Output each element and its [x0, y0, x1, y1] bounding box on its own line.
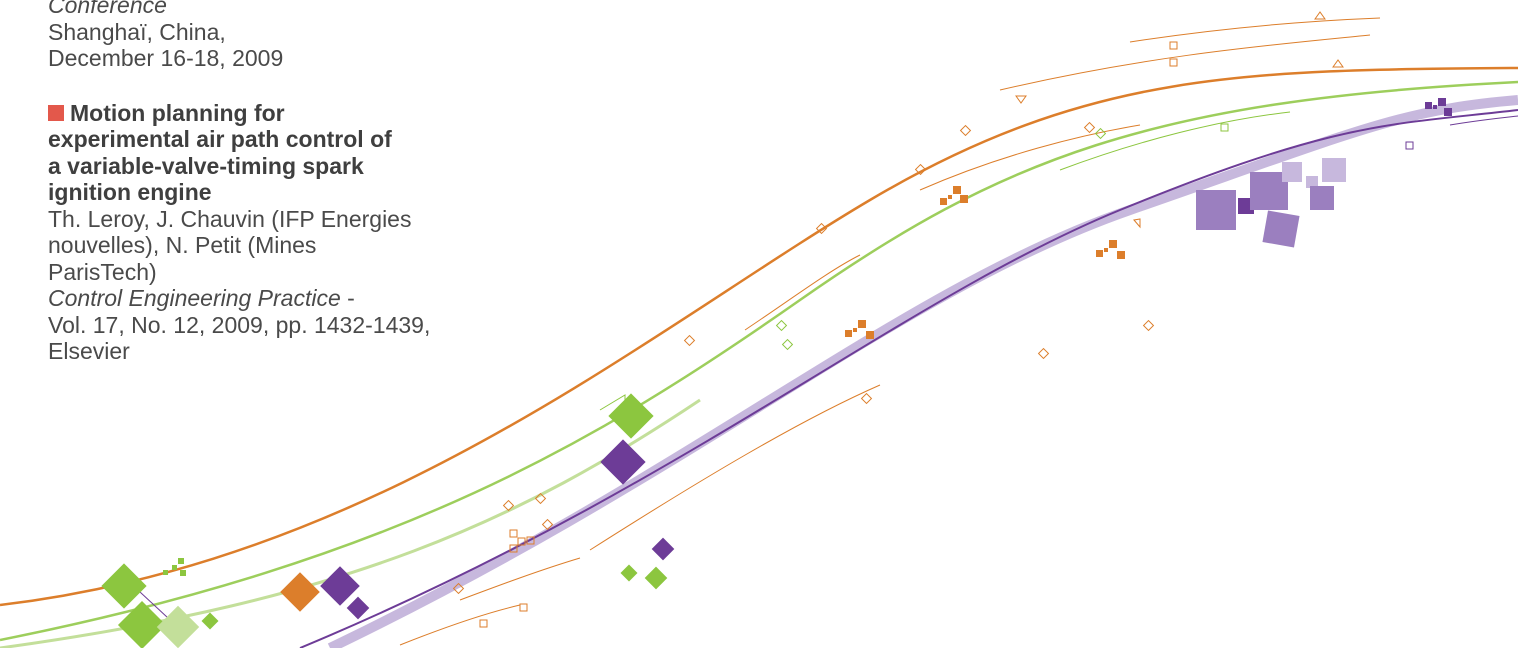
light-green-diamond: [156, 605, 200, 648]
article-title-line-3: a variable-valve-timing spark: [48, 152, 364, 179]
purple-diamond-2: [346, 596, 370, 620]
green-diamond-4: [620, 564, 638, 582]
green-diamond-2: [117, 600, 167, 648]
orange-accent-line-4: [744, 254, 861, 331]
small-outline-markers: [452, 11, 1414, 628]
orange-diamond: [280, 572, 320, 612]
purple-pixel-cluster: [1425, 98, 1452, 116]
orange-accent-line-6: [459, 557, 581, 601]
green-diamond-small: [201, 612, 219, 630]
orange-accent-line-7: [399, 604, 521, 646]
green-diamond-1: [101, 563, 147, 609]
previous-entry-venue: Conference: [48, 0, 167, 18]
article-title-text-1: Motion planning for: [70, 99, 285, 126]
orange-pixel-cluster-3: [1096, 240, 1125, 259]
green-diamond-5: [644, 566, 668, 590]
green-accent-line: [1059, 111, 1291, 171]
orange-curve: [0, 66, 1518, 607]
purple-accent-line: [1449, 115, 1518, 126]
orange-accent-line-3: [919, 124, 1141, 191]
square-bullet-icon: [48, 104, 64, 121]
orange-accent-line-1: [999, 34, 1371, 91]
article-journal-separator: -: [340, 285, 355, 311]
green-pixel-cluster: [163, 558, 186, 576]
purple-curve: [299, 109, 1518, 648]
article-authors-line-1: Th. Leroy, J. Chauvin (IFP Energies: [48, 205, 412, 232]
article-journal: Control Engineering Practice: [48, 285, 341, 311]
article-journal-line: Control Engineering Practice -: [48, 285, 528, 312]
publication-list: Conference Shanghaï, China, December 16-…: [48, 0, 528, 365]
previous-entry-location: Shanghaï, China,: [48, 18, 226, 45]
lavender-square-cluster: [1196, 158, 1346, 248]
article-title-line-2: experimental air path control of: [48, 126, 392, 152]
green-curve: [0, 80, 1518, 642]
lavender-band: [327, 95, 1518, 648]
article-details-line-2: Elsevier: [48, 338, 130, 364]
orange-pixel-cluster-1: [940, 186, 968, 205]
purple-diamond-4: [651, 537, 675, 561]
article-authors-line-3: ParisTech): [48, 258, 157, 285]
previous-entry-dates: December 16-18, 2009: [48, 45, 284, 71]
orange-pixel-cluster-2: [845, 320, 874, 339]
purple-diamond-1: [320, 566, 360, 606]
article-title-line-1: Motion planning for: [48, 100, 528, 127]
article-details-line-1: Vol. 17, No. 12, 2009, pp. 1432-1439,: [48, 311, 431, 338]
orange-accent-line-5: [589, 384, 881, 551]
orange-accent-line-2: [1129, 17, 1381, 43]
article-title-line-4: ignition engine: [48, 179, 212, 205]
article-authors-line-2: nouvelles), N. Petit (Mines: [48, 232, 317, 258]
